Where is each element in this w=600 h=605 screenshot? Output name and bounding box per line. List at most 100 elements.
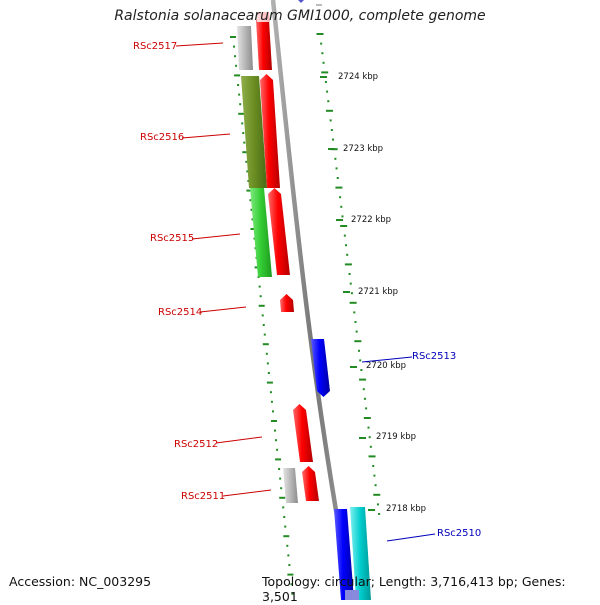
gene-arrow-rsc2513[interactable] bbox=[311, 339, 330, 397]
gc-dot bbox=[348, 273, 351, 275]
gene-label[interactable]: RSc2516 bbox=[140, 132, 184, 143]
kbp-tick-label: 2720 kbp bbox=[366, 361, 406, 371]
gene-label[interactable]: RSc2510 bbox=[437, 528, 481, 539]
gc-dot bbox=[253, 237, 256, 240]
gene-label[interactable]: RSc2512 bbox=[174, 439, 218, 450]
gc-dot bbox=[246, 170, 249, 173]
gene-label-leader bbox=[215, 436, 263, 444]
gene-label-leader bbox=[222, 489, 272, 497]
gc-dot bbox=[324, 81, 327, 83]
cog-band-rsc2511[interactable] bbox=[283, 468, 298, 503]
gc-dot bbox=[355, 330, 358, 333]
gc-dot bbox=[238, 112, 245, 115]
gc-dot bbox=[359, 359, 362, 362]
gene-label[interactable]: RSc2517 bbox=[133, 41, 177, 52]
gc-dot bbox=[373, 474, 376, 477]
kbp-tick-label: 2718 kbp bbox=[386, 504, 426, 514]
gc-dot bbox=[234, 74, 241, 77]
gc-dot bbox=[368, 455, 376, 458]
gc-dot bbox=[263, 333, 266, 336]
gc-dot bbox=[275, 439, 278, 442]
gc-dot bbox=[368, 436, 371, 439]
gene-label[interactable]: RSc2514 bbox=[158, 307, 202, 318]
gene-arrow-rsc2514[interactable] bbox=[280, 294, 294, 312]
gc-dot bbox=[235, 64, 238, 67]
gc-dot bbox=[335, 167, 338, 170]
gc-dot bbox=[250, 228, 257, 230]
gc-dot bbox=[365, 407, 368, 410]
gc-dot bbox=[349, 301, 357, 304]
gc-dot bbox=[344, 263, 352, 266]
gene-label[interactable]: RSc2513 bbox=[412, 351, 456, 362]
gc-dot bbox=[290, 583, 293, 586]
gc-dot bbox=[284, 525, 287, 528]
gc-dot bbox=[350, 292, 353, 295]
gc-dot bbox=[279, 496, 286, 499]
gc-dot bbox=[245, 160, 248, 163]
gc-dot bbox=[246, 189, 253, 192]
gc-dot bbox=[341, 215, 344, 218]
gc-dot bbox=[320, 42, 323, 45]
gene-label-leader bbox=[181, 133, 231, 139]
gc-dot bbox=[283, 535, 290, 538]
gc-dot bbox=[288, 564, 291, 566]
gene-arrow-rsc2517-fade[interactable] bbox=[256, 12, 270, 22]
gene-label[interactable]: RSc2511 bbox=[181, 491, 225, 502]
gc-dot bbox=[327, 100, 330, 103]
gc-dot bbox=[316, 33, 324, 35]
gc-dot bbox=[233, 45, 236, 48]
gc-dot bbox=[265, 352, 268, 355]
gc-dot bbox=[373, 493, 381, 496]
gene-arrow-rsc2516[interactable] bbox=[260, 74, 280, 188]
gc-dot bbox=[230, 36, 236, 38]
gc-dot bbox=[234, 55, 237, 58]
kbp-tick-mark bbox=[368, 509, 375, 511]
gc-dot bbox=[369, 445, 372, 448]
gc-dot bbox=[270, 420, 277, 422]
cog-band-rsc2516[interactable] bbox=[241, 76, 267, 188]
cog-band-rsc2517[interactable] bbox=[237, 26, 253, 70]
gc-dot bbox=[374, 484, 377, 487]
gc-dot bbox=[266, 381, 273, 384]
gene-labels: RSc2517 RSc2516 RSc2515 RSc2514 RSc2513 RSc25… bbox=[133, 41, 481, 542]
gc-dot bbox=[358, 349, 361, 352]
gene-arrow-rsc2517[interactable] bbox=[256, 14, 272, 70]
gc-dot bbox=[283, 516, 286, 518]
gene-arrow-rsc2512[interactable] bbox=[293, 404, 313, 462]
gc-dot bbox=[247, 180, 250, 182]
gc-dot bbox=[321, 52, 324, 55]
cog-band-rsc2510[interactable] bbox=[350, 507, 371, 600]
gc-dot bbox=[242, 132, 245, 134]
gc-dot bbox=[336, 177, 339, 179]
gc-dot bbox=[330, 129, 333, 131]
gc-dot bbox=[258, 285, 261, 288]
gc-dot bbox=[349, 282, 352, 285]
cog-band-rsc2515[interactable] bbox=[250, 188, 272, 277]
kbp-tick-label: 2719 kbp bbox=[376, 432, 416, 442]
gc-dot bbox=[270, 400, 273, 403]
kbp-tick-label: 2722 kbp bbox=[351, 215, 391, 225]
gc-dot bbox=[339, 196, 342, 199]
gene-label-leader bbox=[199, 306, 247, 313]
gc-dot bbox=[322, 61, 325, 64]
gc-dot bbox=[367, 426, 370, 429]
gc-dot bbox=[287, 573, 294, 576]
gc-dot bbox=[251, 218, 254, 221]
kbp-tick-label: 2723 kbp bbox=[343, 144, 383, 154]
gene-label-leader bbox=[175, 42, 224, 47]
gc-dot bbox=[259, 295, 262, 298]
gc-content-dots bbox=[230, 33, 381, 595]
gene-arrow-rsc2510[interactable] bbox=[334, 509, 354, 600]
gc-dot bbox=[340, 205, 343, 208]
gc-dot bbox=[332, 138, 335, 141]
gc-dot bbox=[237, 84, 240, 86]
gc-dot bbox=[271, 410, 274, 413]
gc-dot bbox=[346, 253, 349, 256]
gc-dot bbox=[262, 324, 265, 326]
gene-arrow-rsc2511[interactable] bbox=[302, 466, 319, 501]
gene-arrow-rsc2515[interactable] bbox=[268, 188, 290, 275]
kbp-tick-mark bbox=[320, 76, 327, 78]
gc-dot bbox=[262, 343, 269, 346]
gene-label[interactable]: RSc2515 bbox=[150, 233, 194, 244]
gc-dot bbox=[249, 199, 252, 202]
